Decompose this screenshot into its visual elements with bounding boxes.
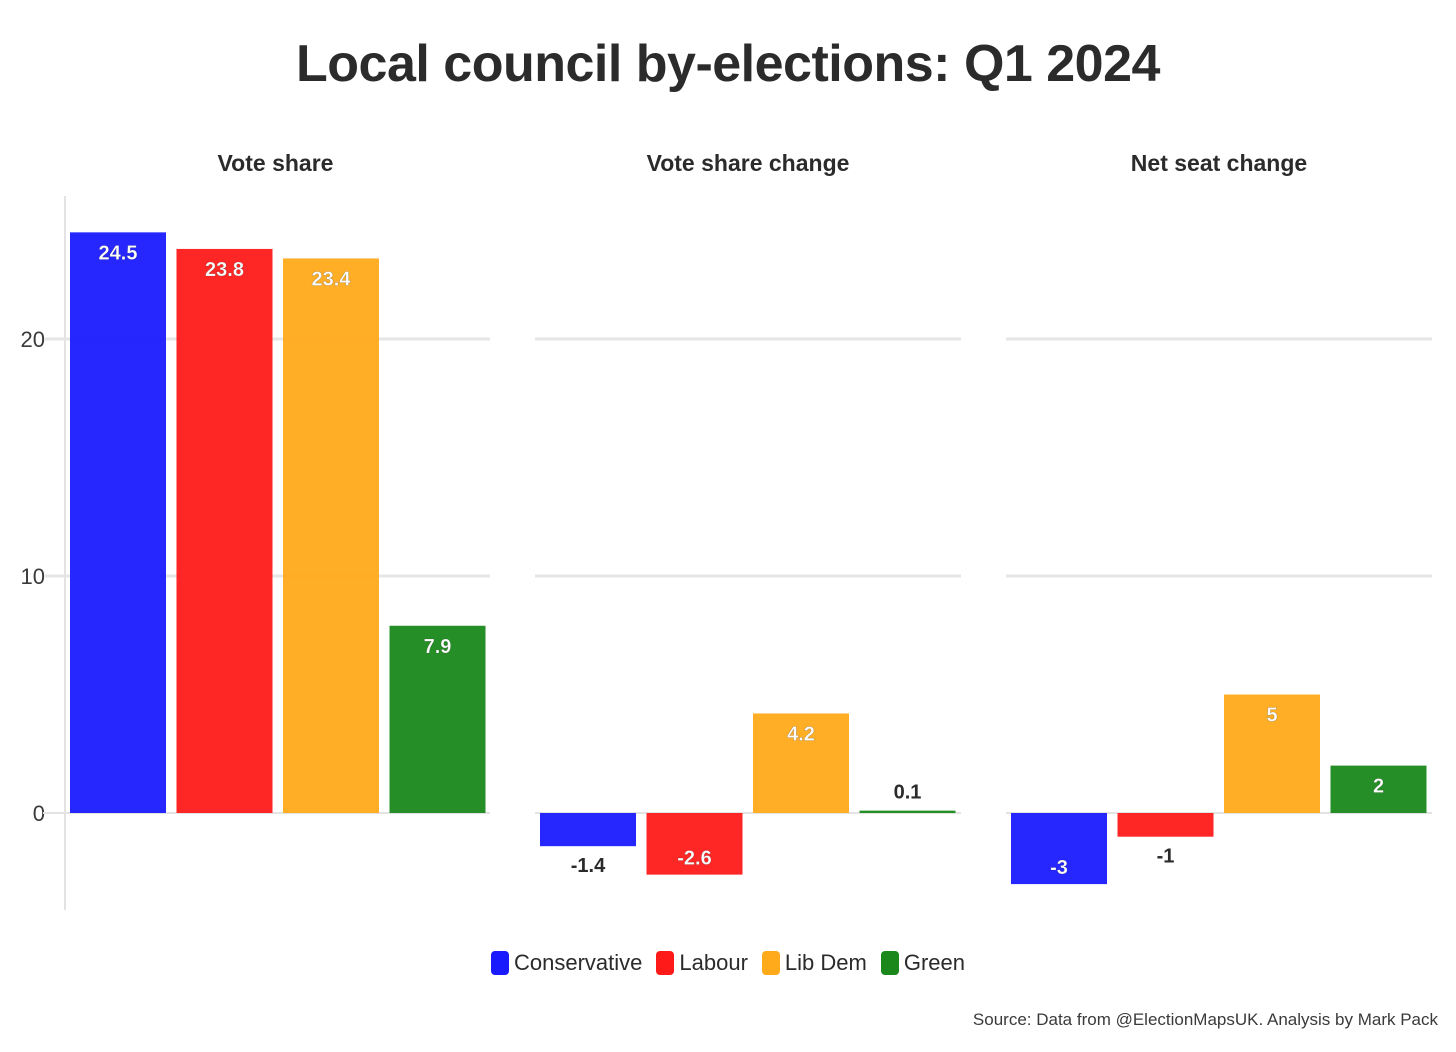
data-label-vote-share-change-lib-dem: 4.2 <box>787 723 815 745</box>
data-label-vote-share-green: 7.9 <box>424 636 452 658</box>
bar-net-seat-change-labour <box>1117 813 1214 837</box>
data-label-net-seat-change-green: 2 <box>1373 776 1384 798</box>
panel-title-vote-share: Vote share <box>218 150 334 176</box>
chart-area: 0 10 20 Vote share 24.5 23.8 23.4 7.9 Vote share… <box>21 150 1432 910</box>
legend-label-lib-dem: Lib Dem <box>784 950 867 975</box>
y-tick-label-20: 20 <box>21 327 45 352</box>
data-label-net-seat-change-labour: -1 <box>1157 846 1175 868</box>
legend-item-lib-dem[interactable]: Lib Dem <box>761 950 867 976</box>
bar-vote-share-green <box>389 625 486 813</box>
bar-vote-share-conservative <box>70 232 166 814</box>
bar-vote-share-lib-dem <box>283 258 379 813</box>
bar-vote-share-change-lib-dem <box>753 713 849 813</box>
legend-swatch-labour <box>656 951 675 975</box>
bar-vote-share-change-labour <box>646 813 743 875</box>
data-label-net-seat-change-conservative: -3 <box>1050 857 1068 879</box>
panel-title-vote-share-change: Vote share change <box>647 150 850 176</box>
legend: Conservative Labour Lib Dem Green <box>0 950 1456 976</box>
bar-net-seat-change-conservative <box>1011 813 1107 885</box>
legend-label-conservative: Conservative <box>514 950 643 975</box>
y-tick-label-0: 0 <box>33 801 45 826</box>
y-tick-label-10: 10 <box>21 564 45 589</box>
legend-item-green[interactable]: Green <box>880 950 965 976</box>
data-label-vote-share-change-labour: -2.6 <box>677 848 711 870</box>
data-label-vote-share-change-green: 0.1 <box>894 782 922 804</box>
chart-title: Local council by-elections: Q1 2024 <box>296 35 1160 93</box>
data-label-vote-share-lib-dem: 23.4 <box>312 268 352 290</box>
panel-title-net-seat-change: Net seat change <box>1131 150 1307 176</box>
legend-label-green: Green <box>903 950 965 975</box>
bar-vote-share-change-green <box>859 810 956 813</box>
bar-net-seat-change-lib-dem <box>1224 694 1320 813</box>
legend-item-conservative[interactable]: Conservative <box>491 950 642 976</box>
source-note: Source: Data from @ElectionMapsUK. Analy… <box>972 1010 1438 1029</box>
data-label-vote-share-labour: 23.8 <box>205 259 244 281</box>
bar-vote-share-change-conservative <box>540 813 636 847</box>
data-label-vote-share-conservative: 24.5 <box>99 242 138 264</box>
bar-vote-share-labour <box>176 248 273 813</box>
legend-swatch-green <box>880 951 899 975</box>
legend-swatch-conservative <box>491 951 509 975</box>
bar-net-seat-change-green <box>1330 765 1427 813</box>
legend-item-labour[interactable]: Labour <box>656 950 748 976</box>
legend-label-labour: Labour <box>679 950 748 975</box>
legend-swatch-lib-dem <box>761 951 780 975</box>
data-label-net-seat-change-lib-dem: 5 <box>1266 705 1277 727</box>
data-label-vote-share-change-conservative: -1.4 <box>571 855 606 877</box>
